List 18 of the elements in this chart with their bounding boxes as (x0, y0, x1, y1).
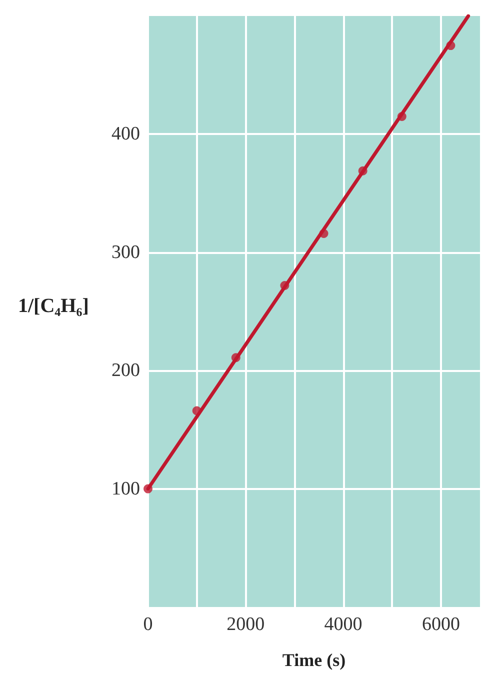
y-tick-label: 300 (112, 242, 140, 263)
point (446, 41, 456, 50)
point (358, 166, 368, 176)
point (319, 228, 328, 238)
point (192, 406, 202, 416)
point (280, 281, 290, 290)
x-tick-label: 0 (143, 614, 153, 635)
y-tick-label: 200 (112, 360, 140, 382)
x-axis-title: Time (s) (282, 650, 346, 670)
point (144, 484, 152, 494)
point (231, 353, 240, 362)
y-tick-label: 400 (112, 124, 140, 145)
x-tick-label: 4000 (324, 614, 362, 635)
x-tick-label: 2000 (226, 614, 265, 635)
x-tick-label: 6000 (422, 614, 460, 635)
point (397, 112, 406, 121)
y-tick-label: 100 (112, 478, 140, 500)
y-axis-title: 1/[C₄H₆] (18, 295, 89, 317)
